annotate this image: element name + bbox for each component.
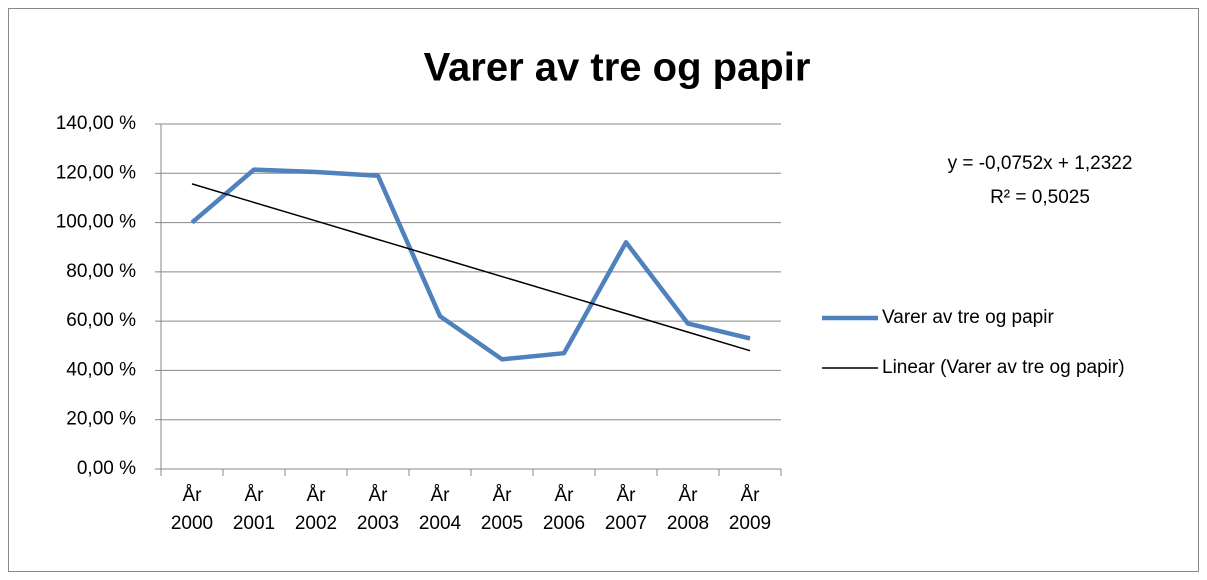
x-tick-label: År 2000 (170, 485, 214, 534)
x-tick-label: År 2006 (542, 485, 586, 534)
legend-label: Linear (Varer av tre og papir) (882, 357, 1125, 378)
chart-border (8, 8, 1199, 572)
y-tick-label: 140,00 % (56, 113, 136, 134)
y-tick-label: 80,00 % (66, 261, 136, 282)
chart-title: Varer av tre og papir (424, 46, 811, 90)
x-tick-label: År 2001 (232, 485, 276, 534)
x-tick-label: År 2004 (418, 485, 462, 534)
x-tick-label: År 2008 (666, 485, 710, 534)
x-tick-label: År 2005 (480, 485, 524, 534)
trend-equation: R² = 0,5025 (990, 187, 1090, 208)
x-tick-label: År 2007 (604, 485, 648, 534)
y-tick-label: 100,00 % (56, 212, 136, 233)
y-tick-label: 20,00 % (66, 409, 136, 430)
y-tick-label: 60,00 % (66, 310, 136, 331)
trend-line (191, 183, 751, 352)
x-tick-label: År 2002 (294, 485, 338, 534)
legend-label: Varer av tre og papir (882, 307, 1054, 328)
y-tick-label: 120,00 % (56, 162, 136, 183)
data-line (190, 167, 751, 362)
trend-equation: y = -0,0752x + 1,2322 (948, 153, 1133, 174)
y-tick-label: 40,00 % (66, 359, 136, 380)
x-tick-label: År 2003 (356, 485, 400, 534)
y-tick-label: 0,00 % (77, 458, 136, 479)
x-tick-label: År 2009 (728, 485, 772, 534)
